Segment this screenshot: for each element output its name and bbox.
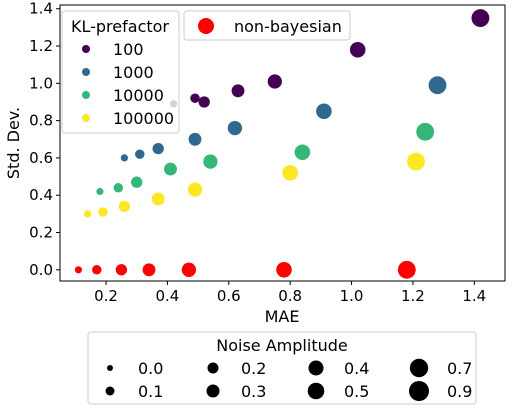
legend-noise-swatch-0.4 — [308, 360, 324, 376]
y-tick-label-5: 1.0 — [29, 74, 53, 92]
point-1000-6 — [428, 76, 447, 95]
y-tick-label-4: 0.8 — [29, 112, 53, 130]
legend-kl-title: KL-prefactor — [71, 17, 169, 36]
y-tick-label-1: 0.2 — [29, 224, 53, 242]
point-1000-0 — [120, 154, 129, 162]
y-tick-label-6: 1.2 — [29, 37, 53, 55]
legend-noise-label-0.2: 0.2 — [241, 359, 266, 378]
x-tick-label-3: 0.8 — [278, 287, 302, 305]
point-1000-5 — [316, 103, 332, 120]
point-100000-0 — [83, 210, 92, 218]
legend-noise-swatch-0.2 — [207, 362, 219, 374]
point-100000-4 — [187, 182, 203, 197]
point-1000-3 — [188, 132, 202, 146]
point-1000-1 — [135, 149, 145, 159]
point-100000-1 — [98, 207, 108, 217]
legend-noise-label-0.7: 0.7 — [447, 359, 472, 378]
y-tick-label-2: 0.4 — [29, 186, 53, 204]
legend-noise-swatch-0.5 — [307, 382, 325, 400]
point-100-1 — [190, 93, 200, 103]
legend-noise-frame — [87, 331, 477, 405]
point-10000-0 — [96, 187, 104, 196]
legend-noise-label-0.3: 0.3 — [241, 382, 266, 401]
legend-noise-swatch-0.1 — [105, 386, 115, 396]
plot-markers — [74, 9, 490, 279]
point-1000-2 — [152, 142, 164, 155]
point-100000-6 — [407, 152, 425, 171]
point-10000-2 — [131, 176, 143, 188]
point-non-bayesian-2 — [115, 264, 128, 276]
legend-noise-label-0.5: 0.5 — [344, 382, 369, 401]
x-tick-label-0: 0.2 — [94, 287, 118, 305]
legend-noise-label-0.1: 0.1 — [138, 382, 163, 401]
y-tick-label-0: 0.0 — [29, 261, 53, 279]
legend-noise-swatch-0.0 — [107, 365, 113, 371]
point-non-bayesian-0 — [74, 266, 83, 274]
legend-kl-swatch-10000 — [82, 91, 90, 99]
point-non-bayesian-6 — [397, 260, 416, 279]
legend-method-items: non-bayesian — [198, 17, 342, 36]
legend-noise-label-0.0: 0.0 — [138, 359, 163, 378]
x-axis-label: MAE — [265, 307, 300, 326]
legend-kl-label-10000: 10000 — [113, 86, 164, 105]
legend-kl-swatch-100000 — [82, 114, 90, 122]
point-100-5 — [349, 42, 366, 58]
legend-method-label-0: non-bayesian — [234, 17, 342, 36]
legend-noise-swatch-0.7 — [409, 358, 429, 378]
y-tick-label-7: 1.4 — [29, 0, 53, 18]
legend-method-frame — [183, 10, 351, 41]
point-100-2 — [198, 96, 210, 108]
legend-noise-title: Noise Amplitude — [216, 336, 347, 355]
x-axis-ticks: 0.2 0.4 0.6 0.8 1.0 1.2 1.4 — [94, 281, 486, 305]
y-axis-label: Std. Dev. — [4, 107, 23, 179]
x-tick-label-6: 1.4 — [462, 287, 486, 305]
y-axis-ticks: 0.0 0.2 0.4 0.6 0.8 1.0 1.2 1.4 — [29, 0, 60, 279]
y-tick-label-3: 0.6 — [29, 149, 53, 167]
legend-noise-amplitude: Noise Amplitude 0.0 0.1 0.2 0.3 0.4 0.5 0.7 0.9 — [87, 331, 477, 405]
legend-kl-label-100: 100 — [113, 40, 144, 59]
point-non-bayesian-4 — [181, 262, 197, 277]
legend-noise-label-0.9: 0.9 — [447, 382, 472, 401]
legend-kl-items: 100 1000 10000 100000 — [82, 40, 174, 128]
point-10000-5 — [294, 144, 311, 161]
point-100000-3 — [151, 192, 165, 206]
point-non-bayesian-5 — [276, 262, 292, 278]
point-100000-5 — [282, 165, 298, 181]
legend-kl-swatch-1000 — [82, 68, 90, 76]
legend-noise-swatch-0.3 — [206, 384, 220, 398]
point-100000-2 — [118, 200, 131, 213]
point-10000-3 — [164, 162, 177, 176]
legend-method: non-bayesian — [183, 10, 351, 41]
legend-kl-swatch-100 — [82, 45, 90, 53]
legend-method-swatch-0 — [198, 18, 214, 34]
legend-noise-label-0.4: 0.4 — [344, 359, 369, 378]
legend-kl-prefactor: KL-prefactor 100 1000 10000 100000 — [61, 10, 180, 134]
point-1000-4 — [227, 120, 243, 136]
x-tick-label-1: 0.4 — [155, 287, 179, 305]
point-10000-4 — [203, 154, 218, 169]
legend-noise-swatch-0.9 — [409, 381, 429, 401]
x-tick-label-4: 1.0 — [340, 287, 364, 305]
point-100-4 — [267, 74, 282, 89]
legend-kl-label-100000: 100000 — [113, 109, 174, 128]
point-10000-1 — [113, 183, 124, 193]
point-10000-6 — [416, 122, 435, 141]
point-non-bayesian-1 — [92, 265, 102, 275]
point-100-3 — [231, 84, 245, 98]
legend-kl-frame — [61, 10, 180, 134]
point-100-6 — [471, 9, 490, 28]
point-non-bayesian-3 — [142, 263, 156, 277]
x-tick-label-2: 0.6 — [217, 287, 241, 305]
plot-frame — [59, 4, 506, 282]
legend-noise-items: 0.0 0.1 0.2 0.3 0.4 0.5 0.7 0.9 — [105, 358, 472, 401]
legend-kl-label-1000: 1000 — [113, 63, 154, 82]
x-tick-label-5: 1.2 — [401, 287, 425, 305]
